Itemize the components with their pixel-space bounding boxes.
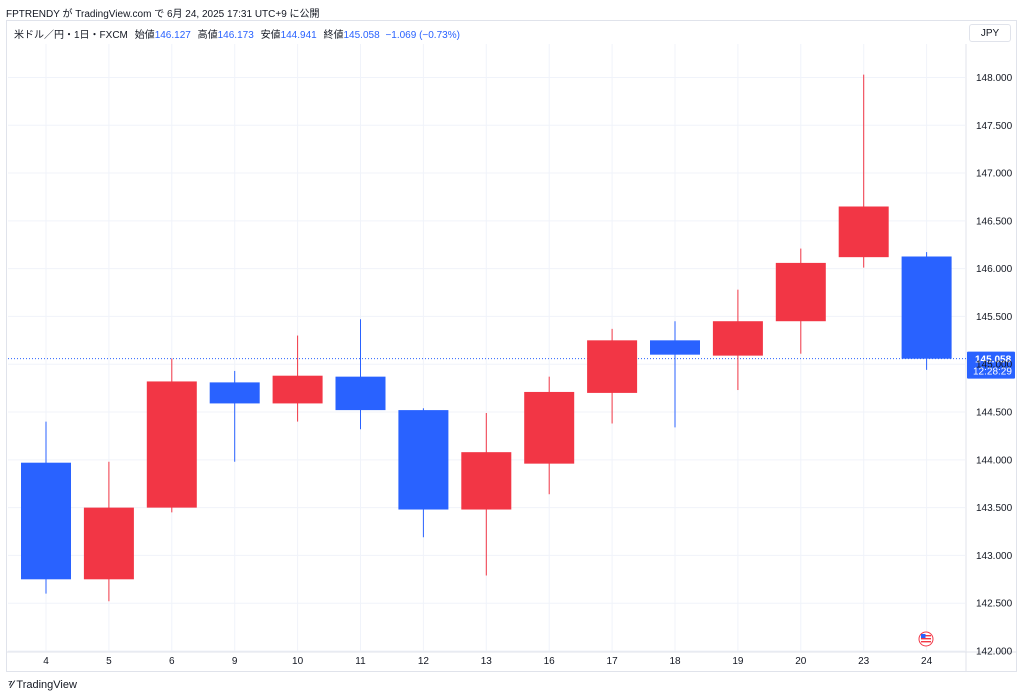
x-tick-label: 17 [607,656,619,667]
candle-body [461,452,512,510]
candle-16[interactable] [524,376,575,495]
candle-6[interactable] [146,358,197,513]
y-tick-label: 142.500 [976,599,1013,610]
y-tick-label: 145.000 [976,360,1013,371]
candle-23[interactable] [838,74,889,268]
legend-close-value: 145.058 [343,30,380,41]
x-tick-label: 16 [544,656,556,667]
candle-9[interactable] [209,370,260,462]
y-tick-label: 142.000 [976,647,1013,658]
tradingview-brand[interactable]: ⁷⁄ TradingView [8,679,77,691]
last-price-value: 145.058 [975,355,1012,366]
legend-symbol[interactable]: 米ドル／円・1日・FXCM [14,30,128,41]
tradingview-logo-icon: ⁷⁄ [8,679,13,691]
candle-20[interactable] [775,248,826,354]
candle-13[interactable] [461,412,512,576]
x-tick-label: 11 [355,656,366,667]
time-axis: 4 5 6 9 10 11 12 13 16 17 18 19 20 23 24 [43,656,932,667]
candle-body [587,340,638,393]
candle-body [272,375,323,404]
legend-open-label: 始値 [134,30,155,41]
candle-body [650,340,700,355]
currency-button[interactable]: JPY [969,24,1011,42]
x-tick-label: 5 [106,656,112,667]
legend-low-value: 144.941 [280,30,317,41]
y-tick-label: 146.000 [976,264,1013,275]
candle-5[interactable] [83,461,134,602]
legend-high-value: 146.173 [217,30,254,41]
candle-body [838,206,889,258]
legend-high-label: 高値 [197,30,218,41]
candle-19[interactable] [712,289,763,391]
x-tick-label: 9 [232,656,238,667]
countdown-value: 12:28:29 [973,367,1012,378]
candle-body [146,381,197,508]
candle-body [209,382,260,404]
y-tick-label: 143.500 [976,503,1013,514]
candle-10[interactable] [272,335,323,422]
x-tick-label: 6 [169,656,175,667]
candle-body [524,391,575,464]
legend-low-label: 安値 [260,30,281,41]
candle-body [398,410,449,510]
candle-body [775,262,826,322]
candle-body [21,462,71,580]
us-flag-icon[interactable] [918,631,934,647]
candles [21,74,952,602]
legend-open-value: 146.127 [154,30,191,41]
y-tick-label: 148.000 [976,73,1013,84]
candle-body [83,507,134,580]
candle-body [335,376,386,411]
chart-legend: 米ドル／円・1日・FXCM 始値146.127 高値146.173 安値144.… [14,26,460,41]
y-tick-label: 146.500 [976,216,1013,227]
legend-close-label: 終値 [323,30,344,41]
x-tick-label: 4 [43,656,49,667]
top-bar: FPTRENDY が TradingView.com で 6月 24, 2025… [0,0,1024,20]
y-tick-label: 144.500 [976,408,1013,419]
last-price-box [967,351,1015,379]
x-tick-label: 12 [418,656,430,667]
legend-change: −1.069 (−0.73%) [385,30,460,41]
y-tick-label: 145.500 [976,312,1013,323]
candle-11[interactable] [335,319,386,430]
x-tick-label: 20 [795,656,807,667]
publish-credit: FPTRENDY が TradingView.com で 6月 24, 2025… [6,9,320,20]
y-tick-label: 147.000 [976,169,1013,180]
y-tick-label: 143.000 [976,551,1013,562]
candle-12[interactable] [398,408,449,538]
price-axis: 142.000 142.500 143.000 143.500 144.000 144.5… [976,73,1013,658]
x-tick-label: 23 [858,656,870,667]
chart-frame [6,20,1017,672]
candle-4[interactable] [21,421,71,594]
candle-17[interactable] [587,328,638,424]
candle-body [901,256,952,359]
candle-24[interactable] [901,252,952,370]
x-tick-label: 13 [481,656,493,667]
y-tick-label: 147.500 [976,121,1013,132]
x-tick-label: 24 [921,656,933,667]
x-tick-label: 19 [732,656,744,667]
x-tick-label: 10 [292,656,304,667]
brand-label: TradingView [16,679,77,691]
candle-18[interactable] [650,321,700,428]
grid-lines [6,44,1017,671]
candle-body [712,321,763,356]
x-tick-label: 18 [669,656,681,667]
y-tick-label: 144.000 [976,455,1013,466]
